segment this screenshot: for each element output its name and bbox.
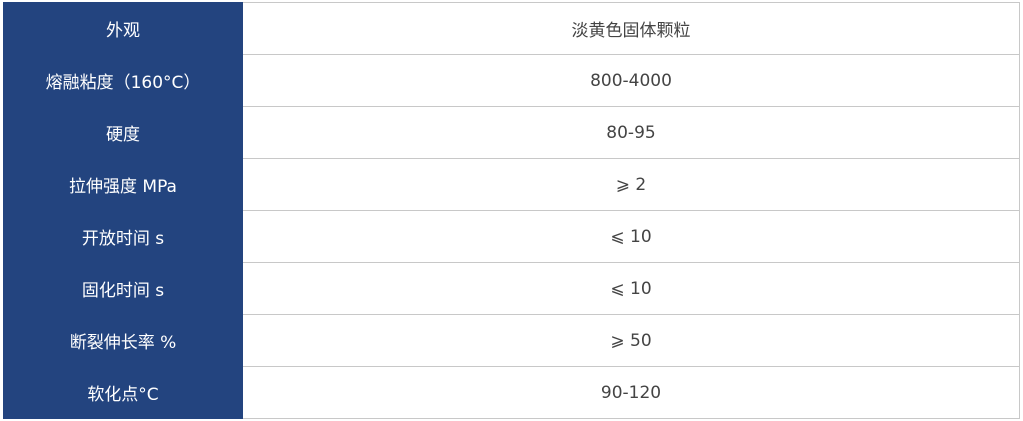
property-value: 80-95 <box>243 106 1020 159</box>
property-value: ⩾ 2 <box>243 158 1020 211</box>
property-value: ⩽ 10 <box>243 210 1020 263</box>
table-row: 开放时间 s ⩽ 10 <box>3 210 1020 263</box>
table-row: 拉伸强度 MPa ⩾ 2 <box>3 158 1020 211</box>
property-value: 淡黄色固体颗粒 <box>243 2 1020 55</box>
property-value: ⩾ 50 <box>243 314 1020 367</box>
property-label: 拉伸强度 MPa <box>3 158 243 211</box>
property-value: 800-4000 <box>243 54 1020 107</box>
property-label: 硬度 <box>3 106 243 159</box>
table-row: 固化时间 s ⩽ 10 <box>3 262 1020 315</box>
table-row: 熔融粘度（160°C） 800-4000 <box>3 54 1020 107</box>
property-value: 90-120 <box>243 366 1020 419</box>
table-row: 软化点°C 90-120 <box>3 366 1020 419</box>
property-label: 软化点°C <box>3 366 243 419</box>
property-label: 开放时间 s <box>3 210 243 263</box>
property-label: 外观 <box>3 2 243 55</box>
table-row: 外观 淡黄色固体颗粒 <box>3 2 1020 55</box>
property-label: 断裂伸长率 % <box>3 314 243 367</box>
spec-table: 外观 淡黄色固体颗粒 熔融粘度（160°C） 800-4000 硬度 80-95 拉伸强度 … <box>3 2 1020 419</box>
table-row: 断裂伸长率 % ⩾ 50 <box>3 314 1020 367</box>
table-row: 硬度 80-95 <box>3 106 1020 159</box>
property-label: 固化时间 s <box>3 262 243 315</box>
property-label: 熔融粘度（160°C） <box>3 54 243 107</box>
property-value: ⩽ 10 <box>243 262 1020 315</box>
